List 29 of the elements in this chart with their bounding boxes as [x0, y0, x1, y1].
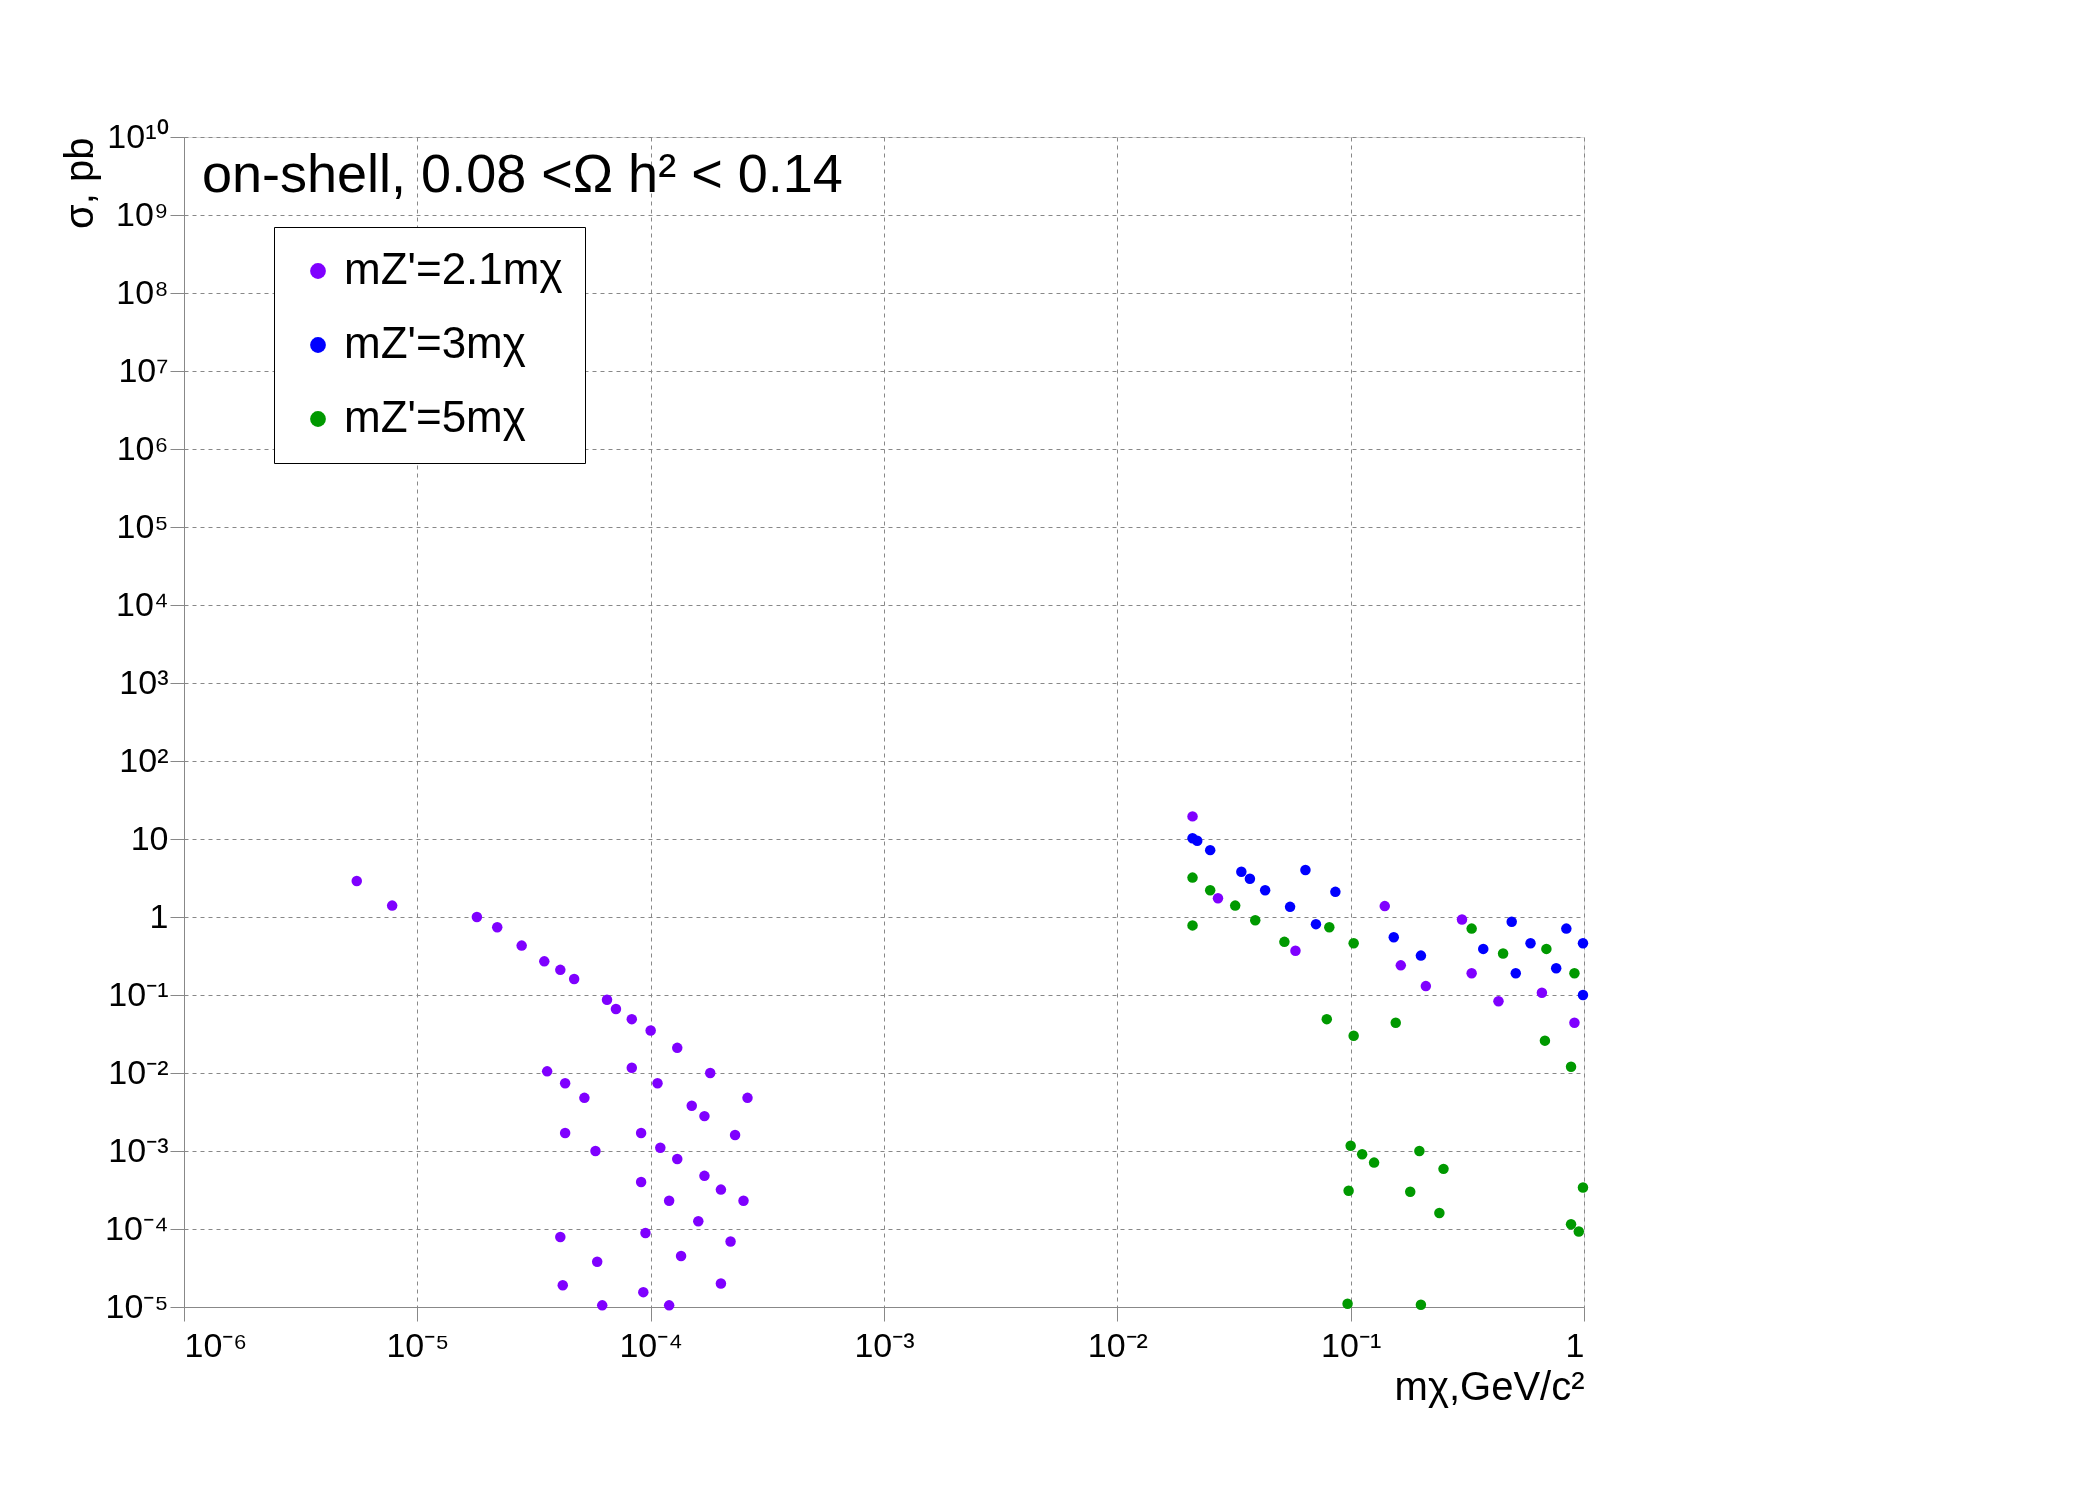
y-tick-label: 1: [149, 896, 169, 935]
y-tick-label: 10⁻¹: [108, 974, 169, 1013]
y-tick-label: 10⁻⁵: [105, 1286, 169, 1325]
x-tick-label: 1: [1565, 1325, 1585, 1364]
y-tick-label: 10³: [119, 662, 169, 701]
y-tick-label: 10⁻²: [108, 1052, 169, 1091]
x-tick-label: 10⁻⁶: [184, 1325, 248, 1364]
legend-label: mZ'=3mχ: [344, 318, 526, 367]
y-tick-label: 10⁻⁴: [105, 1208, 169, 1247]
y-tick-label: 10: [130, 818, 169, 857]
x-tick-label: 10⁻³: [854, 1325, 915, 1364]
y-tick-label: 10⁷: [118, 350, 169, 389]
y-tick-label: 10⁸: [116, 272, 169, 311]
x-axis-title: mχ,GeV/c²: [1394, 1363, 1585, 1408]
y-tick-label: 10⁻³: [108, 1130, 169, 1169]
x-tick-label: 10⁻¹: [1321, 1325, 1382, 1364]
y-tick-label: 10⁹: [116, 194, 169, 233]
y-tick-label: 10¹⁰: [107, 116, 169, 155]
y-tick-label: 10⁶: [116, 428, 169, 467]
legend-label: mZ'=2.1mχ: [344, 244, 563, 293]
x-tick-label: 10⁻²: [1087, 1325, 1148, 1364]
legend-label: mZ'=5mχ: [344, 392, 526, 441]
y-tick-label: 10²: [119, 740, 169, 779]
y-axis-title: σ, pb: [57, 137, 102, 229]
y-tick-label: 10⁵: [116, 506, 169, 545]
x-tick-label: 10⁻⁵: [386, 1325, 450, 1364]
x-tick-label: 10⁻⁴: [619, 1325, 683, 1364]
y-tick-label: 10⁴: [116, 584, 169, 623]
chart-title: on-shell, 0.08 <Ω h² < 0.14: [202, 143, 843, 203]
